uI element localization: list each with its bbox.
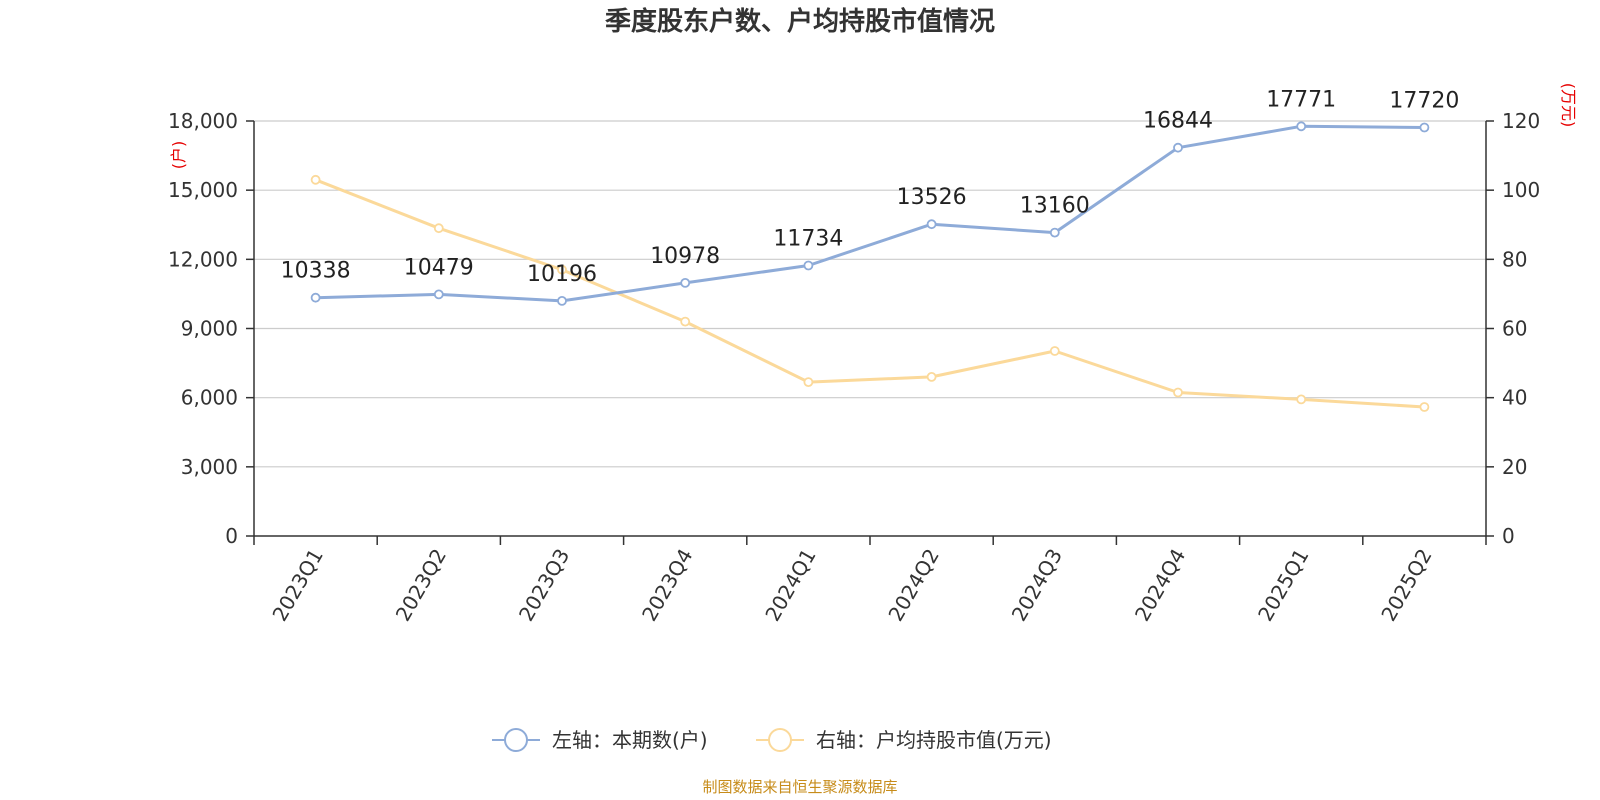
left-tick-label: 9,000 [181, 317, 238, 341]
data-point-left[interactable] [1296, 121, 1307, 132]
data-point-left[interactable] [680, 277, 691, 288]
data-label: 16844 [1143, 109, 1213, 134]
legend-item-right-series[interactable]: 右轴：户均持股市值(万元) [756, 728, 1052, 752]
legend: 左轴：本期数(户) 右轴：户均持股市值(万元) [492, 728, 1052, 752]
left-axis-unit: (户) [169, 141, 188, 170]
right-tick-label: 0 [1502, 524, 1515, 548]
right-tick-label: 80 [1502, 247, 1527, 271]
data-label: 11734 [773, 227, 843, 252]
x-tick-label: 2025Q2 [1376, 545, 1436, 626]
data-point-left[interactable] [1049, 227, 1060, 238]
left-tick-label: 0 [225, 524, 238, 548]
data-point-right[interactable] [1049, 346, 1060, 356]
chart-title: 季度股东户数、户均持股市值情况 [605, 6, 995, 37]
data-point-right[interactable] [433, 223, 444, 234]
x-tick-label: 2023Q3 [514, 545, 574, 626]
source-credit: 制图数据来自恒生聚源数据库 [702, 778, 897, 796]
data-point-right[interactable] [803, 377, 814, 388]
x-tick-label: 2023Q1 [267, 545, 327, 626]
legend-left-marker [504, 728, 528, 752]
data-point-right[interactable] [926, 371, 937, 382]
series-line-left [314, 124, 1426, 303]
data-point-left[interactable] [926, 219, 937, 230]
data-label: 13526 [897, 185, 967, 210]
right-tick-label: 40 [1502, 386, 1527, 410]
legend-right-marker [768, 728, 792, 752]
grid [254, 120, 1486, 468]
left-tick-label: 18,000 [168, 109, 238, 133]
right-tick-label: 100 [1502, 178, 1540, 202]
left-tick-label: 6,000 [181, 386, 238, 410]
data-point-left[interactable] [803, 260, 814, 271]
right-tick-label: 20 [1502, 455, 1527, 479]
data-point-right[interactable] [557, 264, 567, 275]
data-label: 10978 [650, 244, 720, 269]
data-point-right[interactable] [1419, 402, 1430, 412]
data-point-right[interactable] [1173, 387, 1183, 398]
right-tick-label: 60 [1502, 317, 1527, 341]
left-tick-label: 15,000 [168, 178, 238, 202]
data-label: 17720 [1389, 89, 1459, 114]
data-point-right[interactable] [310, 174, 321, 185]
right-tick-label: 120 [1502, 109, 1540, 133]
x-tick-label: 2023Q2 [391, 545, 451, 626]
data-labels: 10338 10479 10196 10978 11734 13526 13160 16844… [281, 87, 1460, 287]
data-point-right[interactable] [1296, 394, 1307, 405]
legend-right-label: 右轴：户均持股市值(万元) [816, 728, 1052, 752]
x-tick-label: 2023Q4 [637, 545, 697, 626]
series [310, 121, 1430, 412]
x-tick-label: 2024Q4 [1130, 545, 1190, 626]
data-label: 10479 [404, 255, 474, 280]
left-tick-label: 3,000 [181, 455, 238, 479]
data-point-left[interactable] [433, 289, 444, 300]
right-axis-unit: (万元) [1559, 83, 1578, 128]
data-label: 13160 [1020, 194, 1090, 219]
x-tick-label: 2024Q1 [760, 545, 820, 626]
data-point-left[interactable] [310, 292, 321, 303]
data-point-left[interactable] [1419, 122, 1430, 133]
data-point-right[interactable] [680, 316, 691, 327]
legend-left-label: 左轴：本期数(户) [552, 728, 708, 752]
series-line-right [314, 178, 1426, 409]
legend-item-left-series[interactable]: 左轴：本期数(户) [492, 728, 708, 752]
data-label: 10196 [527, 262, 597, 287]
x-tick-label: 2024Q2 [883, 545, 943, 626]
data-point-left[interactable] [1173, 142, 1183, 153]
axes: 0 3,000 6,000 9,000 12,000 15,000 18,000 0 20 40 6… [168, 109, 1540, 625]
data-point-left[interactable] [557, 295, 567, 306]
x-tick-label: 2025Q1 [1253, 545, 1313, 626]
data-label: 10338 [281, 259, 351, 284]
x-tick-label: 2024Q3 [1007, 545, 1067, 626]
left-tick-label: 12,000 [168, 247, 238, 271]
data-label: 17771 [1266, 87, 1336, 112]
